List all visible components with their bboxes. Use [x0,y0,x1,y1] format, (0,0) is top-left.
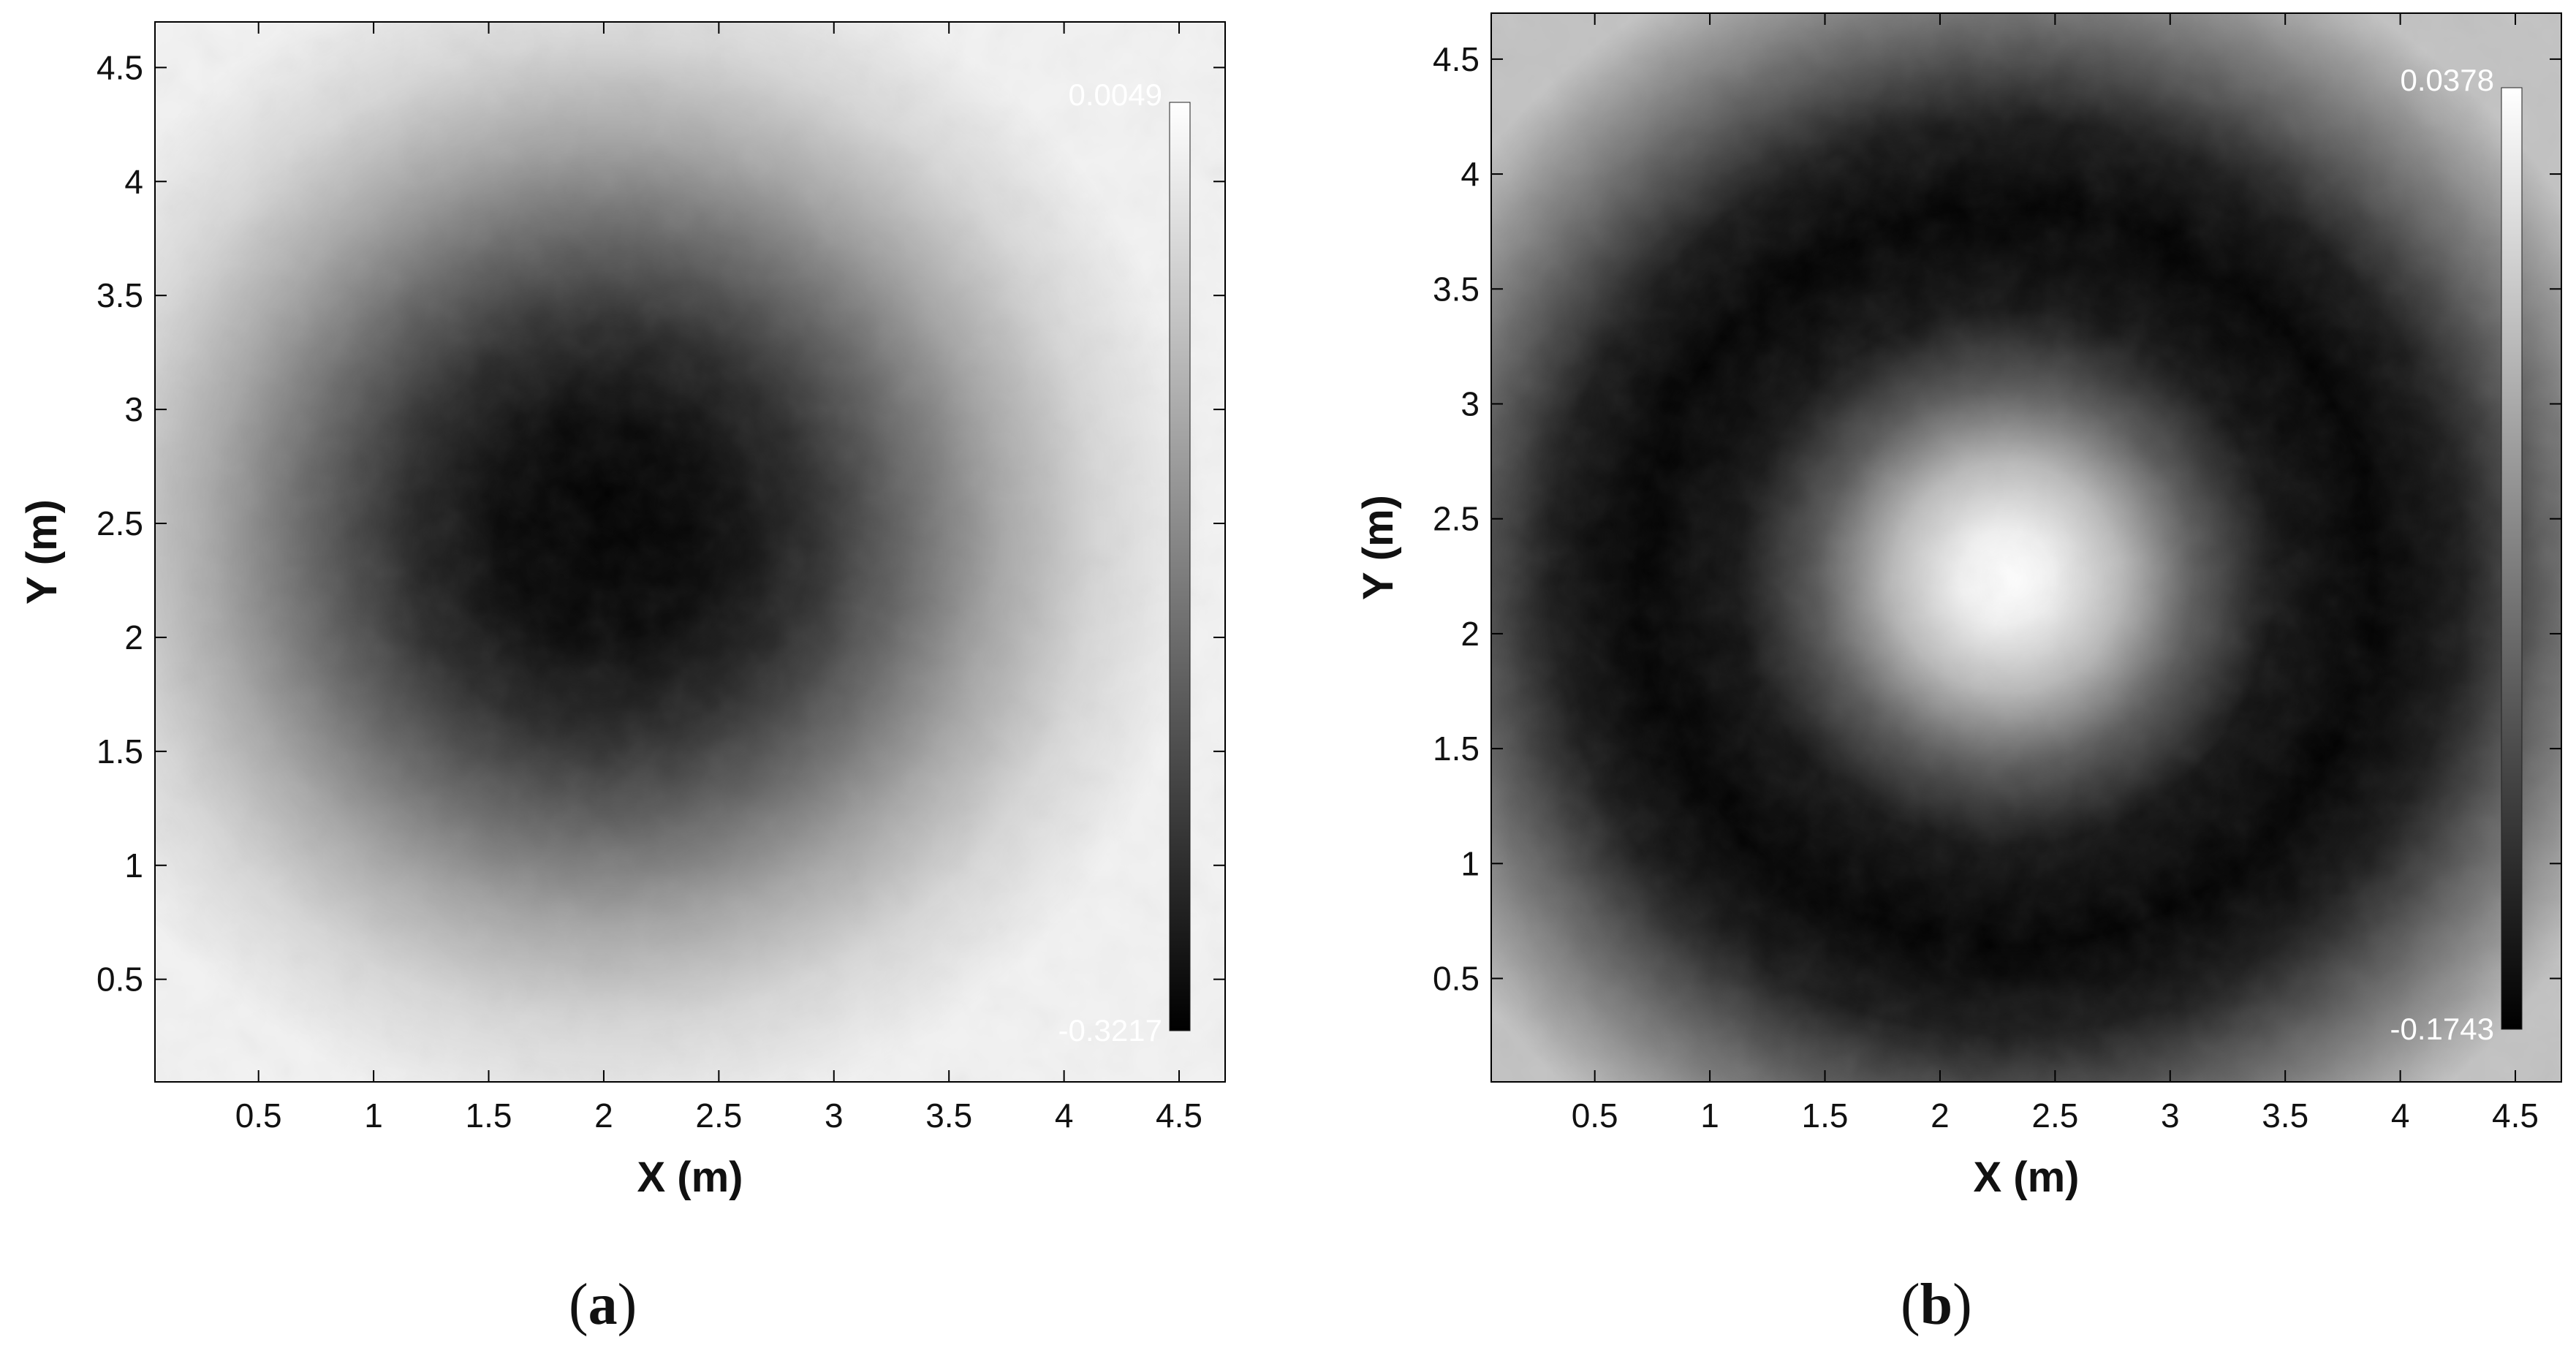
heatmap-texture [155,22,1225,1082]
y-tick-label: 0.5 [1433,960,1480,998]
x-tick-label: 3 [825,1096,844,1135]
panel-b-caption: (b) [1901,1273,1972,1337]
y-tick-label: 1.5 [1433,730,1480,768]
y-tick-label: 1 [1461,844,1480,882]
colorbar-min-label: -0.1743 [2390,1012,2494,1046]
y-tick-label: 3 [1461,385,1480,423]
panel-a-caption-letter: a [588,1273,618,1337]
y-tick-label: 1 [124,846,143,885]
y-tick-label: 2 [124,618,143,656]
panel-b-caption-letter: b [1920,1273,1953,1337]
chart-a: 0.5 1 1.5 2 2.5 3 3.5 4 4.5 0.5 1 1.5 2 2.5 3 3.5 4 4.5 X … [18,21,1226,1201]
y-tick-label: 4.5 [1433,40,1480,78]
x-tick-label: 3.5 [2262,1096,2308,1135]
y-tick-label: 0.5 [96,961,143,999]
heatmap-texture [1491,13,2561,1082]
x-tick-label: 4.5 [1156,1096,1202,1135]
colorbar-max-label: 0.0049 [1069,77,1162,112]
x-tick-label: 2.5 [695,1096,742,1135]
x-tick-label: 3.5 [925,1096,972,1135]
colorbar [2501,87,2523,1030]
y-tick-label: 4 [1461,155,1480,193]
x-tick-label: 4 [2391,1096,2410,1135]
chart-b: 0.5 1 1.5 2 2.5 3 3.5 4 4.5 0.5 1 1.5 2 2.5 3 3.5 4 4.5 X … [1355,12,2562,1201]
y-axis-label: Y (m) [1355,495,1402,600]
y-axis-label: Y (m) [18,499,66,605]
y-tick-label: 2.5 [1433,500,1480,538]
x-tick-label: 3 [2161,1096,2180,1135]
colorbar-max-label: 0.0378 [2401,63,2494,97]
colorbar-min-label: -0.3217 [1058,1013,1162,1048]
x-tick-label: 2.5 [2031,1096,2078,1135]
x-tick-label: 4.5 [2492,1096,2539,1135]
y-tick-label: 2 [1461,615,1480,653]
x-tick-label: 1.5 [1802,1096,1849,1135]
x-tick-label: 1 [1700,1096,1719,1135]
x-axis-label: X (m) [637,1154,743,1201]
x-tick-label: 0.5 [235,1096,282,1135]
x-tick-label: 0.5 [1572,1096,1618,1135]
x-tick-label: 2 [594,1096,613,1135]
x-tick-label: 1 [364,1096,383,1135]
y-tick-label: 4.5 [96,48,143,86]
x-axis-label: X (m) [1974,1154,2080,1201]
x-tick-label: 4 [1055,1096,1074,1135]
x-tick-label: 1.5 [466,1096,512,1135]
axes-frame [1490,12,2562,1083]
panel-a-caption: (a) [569,1273,637,1337]
y-tick-label: 1.5 [96,732,143,770]
y-tick-label: 3.5 [1433,270,1480,308]
y-tick-label: 3.5 [96,276,143,314]
x-tick-label: 2 [1931,1096,1950,1135]
y-tick-label: 2.5 [96,504,143,542]
axes-frame [154,21,1226,1083]
y-tick-label: 3 [124,390,143,428]
y-tick-label: 4 [124,162,143,200]
colorbar [1169,102,1191,1031]
